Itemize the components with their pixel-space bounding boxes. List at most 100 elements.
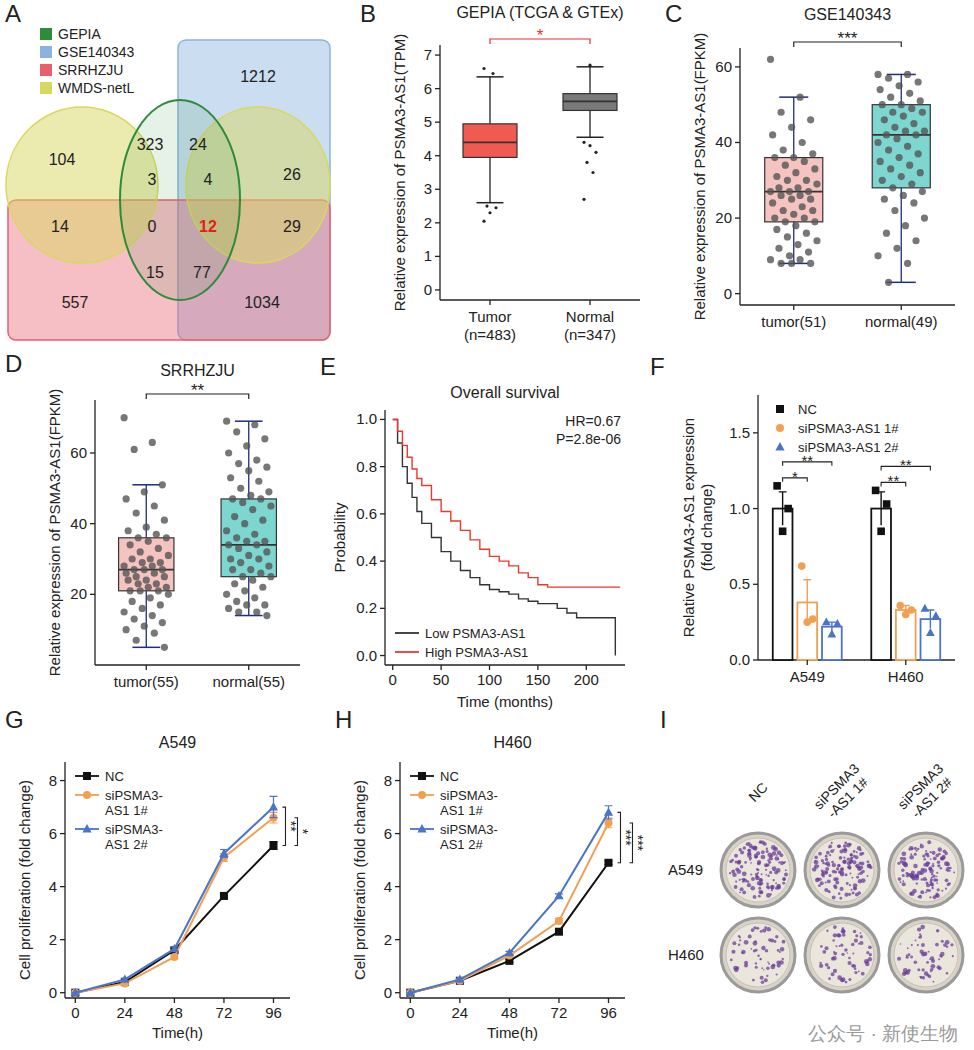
colony: [926, 884, 930, 888]
colony: [866, 860, 869, 863]
legend-label: siPSMA3-AS1 1#: [105, 788, 163, 818]
point: [151, 570, 158, 577]
colony: [935, 943, 939, 947]
point: [133, 573, 140, 580]
point: [157, 559, 164, 566]
point: [141, 488, 148, 495]
colony: [815, 878, 820, 883]
series-line: [410, 823, 608, 993]
whisker: [248, 421, 249, 499]
point: [786, 252, 793, 259]
colony: [765, 874, 767, 876]
point: [135, 534, 142, 541]
venn-count: 1034: [244, 294, 280, 311]
point: [919, 188, 926, 195]
colony: [776, 884, 781, 889]
point: [877, 158, 884, 165]
colony: [755, 966, 758, 969]
point: [782, 218, 789, 225]
error-bar: [269, 842, 277, 850]
label-line: AS1 1#: [105, 803, 148, 818]
colony: [851, 943, 855, 947]
colony: [836, 945, 838, 947]
point: [775, 245, 782, 252]
colony: [928, 889, 931, 892]
outlier: [494, 206, 497, 209]
colony: [917, 896, 919, 898]
point: [788, 124, 795, 131]
colony: [735, 860, 738, 863]
data-point: [71, 989, 79, 997]
point: [123, 570, 130, 577]
label-line: (n=347): [564, 326, 616, 343]
x-tick-label: 0: [389, 671, 397, 688]
data-point: [406, 988, 415, 996]
x-tick: [537, 665, 538, 670]
outlier: [594, 151, 597, 154]
chart-title: Overall survival: [450, 384, 559, 401]
colony: [818, 884, 821, 887]
colony: [854, 971, 857, 974]
point: [889, 109, 896, 116]
colony: [917, 927, 921, 931]
watermark: 公众号 · 新使生物: [808, 1023, 958, 1044]
plate-inner: [894, 923, 958, 987]
point: [229, 495, 236, 502]
point: [784, 233, 791, 240]
label-line: Low PSMA3-AS1: [425, 626, 525, 641]
data-point: [932, 611, 941, 619]
colony: [914, 853, 917, 856]
point: [223, 527, 230, 534]
colony: [920, 925, 925, 930]
colony: [914, 847, 917, 850]
colony: [847, 865, 851, 869]
colony: [785, 869, 787, 871]
colony: [827, 879, 831, 883]
point: [887, 165, 894, 172]
colony: [854, 855, 858, 859]
point: [261, 435, 268, 442]
point: [773, 173, 780, 180]
point: [249, 506, 256, 513]
outlier: [582, 198, 585, 201]
outlier: [591, 171, 594, 174]
point: [893, 245, 900, 252]
colony: [928, 951, 930, 953]
point: [255, 478, 262, 485]
legend-marker: [82, 824, 91, 832]
label-line: Relative expression of PSMA3-AS1(FPKM): [691, 33, 708, 321]
point: [139, 559, 146, 566]
data-point: [455, 974, 464, 982]
y-axis-title: Relative expression of PSMA3-AS1(FPKM): [691, 33, 708, 321]
y-tick: [753, 584, 758, 585]
colony: [932, 981, 934, 983]
colony: [950, 943, 953, 946]
whisker-cap: [577, 137, 604, 139]
x-tick: [807, 660, 808, 665]
venn-count: 323: [137, 136, 164, 153]
point: [261, 601, 268, 608]
colony: [826, 851, 830, 855]
bar: [773, 509, 793, 660]
colony: [833, 969, 837, 973]
panel-letter: D: [5, 350, 22, 377]
colony: [761, 855, 766, 860]
colony: [835, 881, 839, 885]
colony: [760, 976, 764, 980]
data-point: [883, 500, 891, 508]
colony: [852, 892, 855, 895]
y-tick-label: 7: [424, 46, 432, 63]
series-line: [75, 818, 273, 993]
point: [163, 534, 170, 541]
colony: [763, 842, 767, 846]
y-tick: [753, 659, 758, 660]
point: [127, 541, 134, 548]
point: [141, 623, 148, 630]
colony: [828, 874, 831, 877]
label-line: NC: [745, 779, 771, 805]
point: [235, 545, 242, 552]
colony: [929, 851, 931, 853]
colony: [858, 879, 862, 883]
y-tick: [735, 217, 740, 218]
colony: [839, 897, 842, 900]
